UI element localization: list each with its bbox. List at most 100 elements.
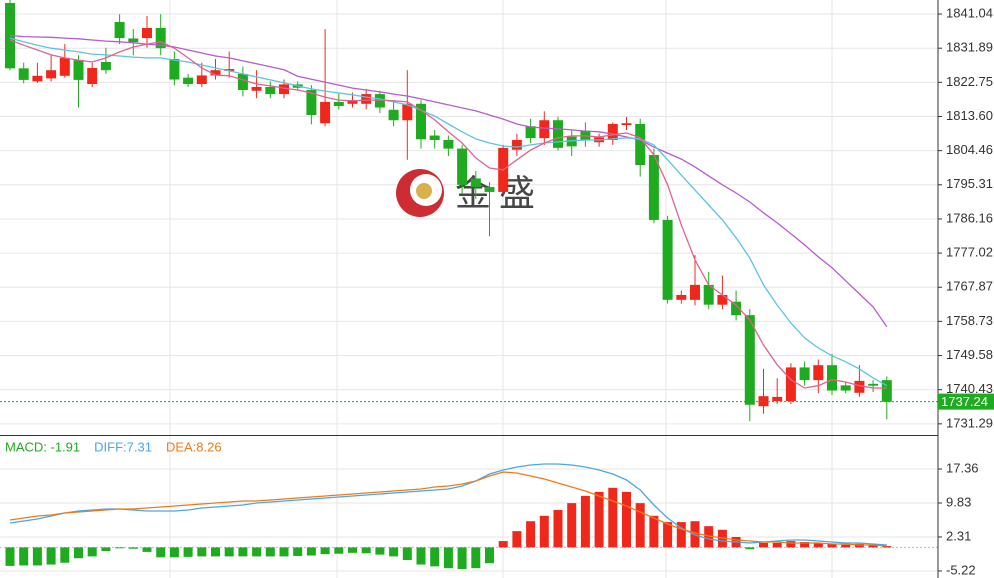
macd-bar <box>553 509 563 548</box>
macd-bar <box>402 547 412 561</box>
macd-bar <box>211 547 220 557</box>
macd-bar <box>676 522 686 548</box>
y-tick-label: 1731.29 <box>946 415 993 430</box>
macd-bar <box>635 503 645 548</box>
candle-body <box>676 294 687 300</box>
macd-bar <box>19 547 29 566</box>
candle-body <box>224 69 235 71</box>
candle-body <box>374 94 385 108</box>
candle-body <box>511 140 522 150</box>
candle-body <box>772 396 783 402</box>
candle-body <box>854 380 865 393</box>
watermark: 金盛 <box>396 169 535 217</box>
candle-body <box>237 73 248 90</box>
candle-body <box>142 28 152 39</box>
macd-bar <box>622 491 631 548</box>
macd-bar <box>416 547 426 565</box>
macd-bar <box>800 541 810 548</box>
y-tick-label: 1804.46 <box>946 142 993 157</box>
candle-body <box>347 100 358 104</box>
candle-body <box>525 126 536 139</box>
candle-body <box>662 219 673 300</box>
macd-bar <box>704 526 714 548</box>
grid-layer <box>0 13 938 572</box>
macd-bar <box>498 541 508 548</box>
candle-body <box>361 94 372 104</box>
y-tick-label: 1841.04 <box>946 5 993 20</box>
macd-bar <box>457 547 467 570</box>
macd-bar <box>238 547 248 557</box>
candle-body <box>169 58 180 80</box>
candle-body <box>785 367 796 402</box>
line-series <box>9 39 887 389</box>
legend-label: DIFF:7.31 <box>94 439 152 454</box>
y-tick-label: 1777.02 <box>946 245 993 260</box>
y-tick-label: 1767.87 <box>946 279 993 294</box>
macd-bar <box>526 521 536 548</box>
macd-bar <box>183 547 193 557</box>
macd-bar <box>389 547 399 557</box>
macd-bar <box>649 515 659 548</box>
macd-bar <box>101 547 111 552</box>
macd-bar <box>786 541 796 548</box>
macd-bar <box>841 544 851 548</box>
candle-body <box>87 67 98 85</box>
line-series <box>9 34 888 328</box>
candle-body <box>128 38 139 43</box>
macd-bar <box>169 547 179 558</box>
candle-body <box>210 70 221 76</box>
macd-bar <box>827 543 837 548</box>
candle-body <box>868 383 879 386</box>
candle-body <box>744 315 755 405</box>
candle-body <box>539 120 550 139</box>
macd-bar <box>539 515 549 548</box>
candle-body <box>306 89 317 116</box>
macd-bar <box>252 547 262 557</box>
candle-body <box>799 367 810 381</box>
macd-bar <box>772 542 782 548</box>
axis-layer: 1841.04 1831.89 1822.75 1813.60 1804.46 1795.… <box>5 5 994 577</box>
y-tick-label: 2.31 <box>946 528 971 543</box>
candle-body <box>470 178 481 188</box>
macd-bar <box>46 547 56 565</box>
macd-bar <box>306 547 316 556</box>
candle-body <box>457 148 468 185</box>
candle-body <box>114 22 125 39</box>
candle-body <box>840 385 851 391</box>
macd-bar <box>320 547 330 555</box>
candle-body <box>648 154 659 220</box>
candle-body <box>100 61 111 71</box>
candle-body <box>827 365 837 391</box>
y-tick-label: -5.22 <box>946 562 976 577</box>
legend-label: MACD: -1.91 <box>5 439 80 454</box>
y-tick-label: 17.36 <box>946 460 979 475</box>
candle-body <box>46 70 57 79</box>
candle-body <box>703 284 714 305</box>
y-tick-label: 1822.75 <box>946 74 993 89</box>
candle-body <box>251 87 262 91</box>
macd-bar <box>443 547 453 569</box>
macd-bar <box>361 547 371 554</box>
macd-bar <box>265 547 275 557</box>
macd-bar <box>663 522 673 548</box>
y-tick-label: 1749.58 <box>946 347 993 362</box>
candle-body <box>18 68 29 80</box>
candle-body <box>155 28 166 49</box>
macd-bar <box>156 547 166 558</box>
candle-body <box>402 103 413 121</box>
y-tick-label: 1758.73 <box>946 313 993 328</box>
candle-body <box>566 136 577 147</box>
macd-bar <box>375 547 385 555</box>
macd-bar <box>142 547 152 552</box>
y-tick-label: 9.83 <box>946 494 971 509</box>
candle-body <box>717 294 728 305</box>
macd-bar <box>32 547 42 566</box>
last-price-label: 1737.24 <box>941 394 988 409</box>
macd-bar <box>348 547 357 553</box>
candle-body <box>279 84 289 95</box>
macd-bar <box>224 547 234 557</box>
candle-body <box>553 120 563 148</box>
macd-bar <box>485 547 494 564</box>
candle-body <box>196 75 207 85</box>
